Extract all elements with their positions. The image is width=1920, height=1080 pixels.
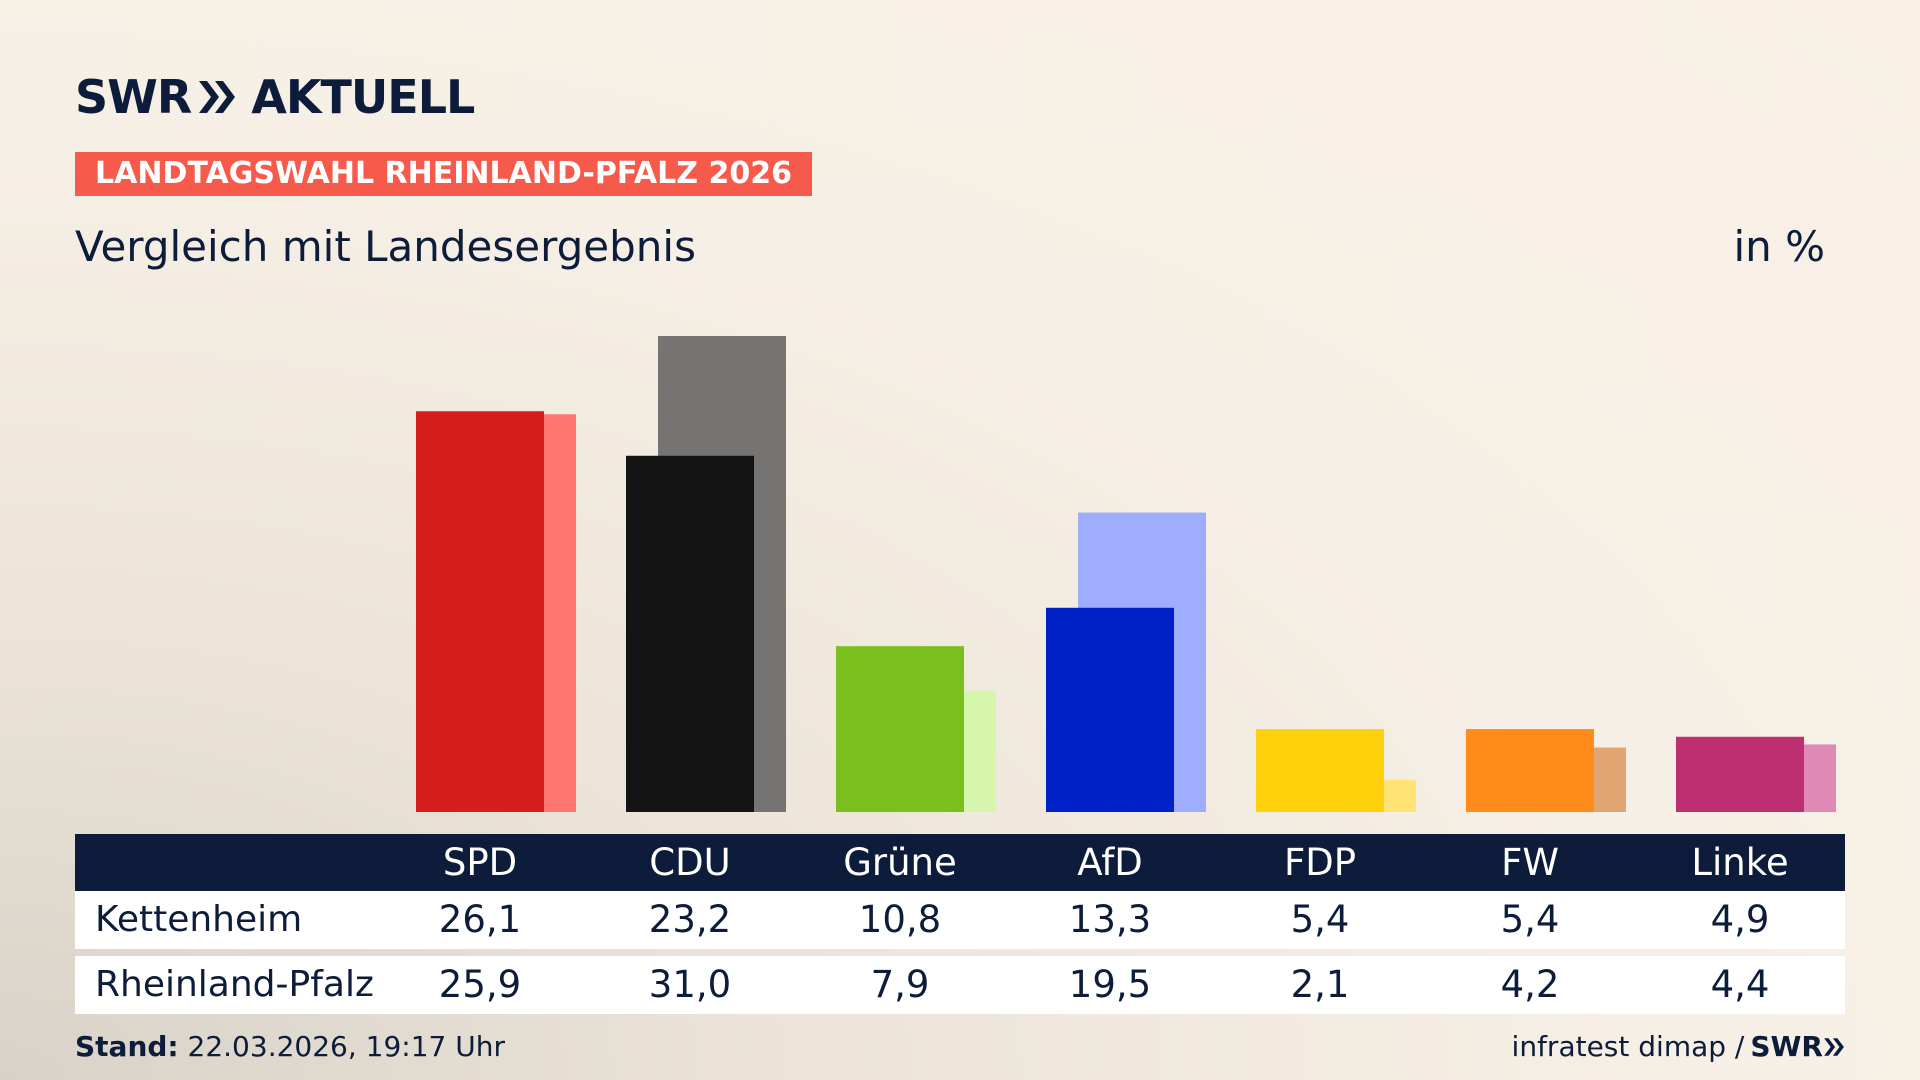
value-afd: 19,5 [1068, 963, 1152, 1006]
chart-subtitle: Vergleich mit Landesergebnis [75, 222, 696, 271]
double-chevron-icon [1824, 1037, 1844, 1056]
row-label: Rheinland-Pfalz [95, 964, 374, 1005]
value-fw: 5,4 [1500, 898, 1560, 941]
value-fdp: 5,4 [1290, 898, 1350, 941]
col-header-linke: Linke [1691, 841, 1789, 884]
bar-cdu-kettenheim [626, 455, 754, 812]
row-label: Kettenheim [95, 899, 303, 940]
unit-label: in % [1733, 222, 1825, 271]
value-gruene: 7,9 [870, 963, 930, 1006]
col-header-gruene: Grüne [843, 841, 957, 884]
source-text: infratest dimap / [1511, 1030, 1745, 1063]
value-gruene: 10,8 [858, 898, 942, 941]
swr-aktuell-logo: SWR AKTUELL [75, 70, 475, 124]
double-chevron-icon [199, 81, 236, 113]
logo-aktuell-text: AKTUELL [251, 70, 475, 124]
election-badge: LANDTAGSWAHL RHEINLAND-PFALZ 2026 [75, 152, 812, 196]
timestamp: Stand: 22.03.2026, 19:17 Uhr [75, 1030, 505, 1063]
value-afd: 13,3 [1068, 898, 1152, 941]
col-header-cdu: CDU [649, 841, 731, 884]
bar-fw-kettenheim [1466, 729, 1594, 812]
stand-value: 22.03.2026, 19:17 Uhr [187, 1030, 505, 1063]
source-credit: infratest dimap / SWR [1512, 1030, 1845, 1063]
col-header-fdp: FDP [1283, 841, 1357, 884]
footer-swr-text: SWR [1750, 1030, 1823, 1063]
bar-afd-kettenheim [1046, 607, 1174, 812]
bar-fdp-kettenheim [1256, 729, 1384, 812]
results-table: SPD CDU Grüne AfD FDP FW Linke Kettenheim 26,1… [75, 834, 1845, 1014]
value-spd: 26,1 [438, 898, 522, 941]
logo-swr-text: SWR [75, 70, 192, 124]
value-cdu: 23,2 [648, 898, 732, 941]
col-header-fw: FW [1501, 841, 1559, 884]
value-cdu: 31,0 [648, 963, 732, 1006]
value-spd: 25,9 [438, 963, 522, 1006]
value-fdp: 2,1 [1290, 963, 1350, 1006]
col-header-afd: AfD [1077, 841, 1143, 884]
table-row-kettenheim: Kettenheim 26,1 23,2 10,8 13,3 5,4 5,4 4,9 [75, 891, 1845, 949]
table-header: SPD CDU Grüne AfD FDP FW Linke [75, 834, 1845, 891]
value-fw: 4,2 [1500, 963, 1560, 1006]
value-linke: 4,4 [1710, 963, 1770, 1006]
bar-gruene-kettenheim [836, 646, 964, 812]
value-linke: 4,9 [1710, 898, 1770, 941]
col-header-spd: SPD [442, 841, 518, 884]
bar-spd-kettenheim [416, 411, 544, 812]
bar-chart [416, 336, 1836, 812]
stand-label: Stand: [75, 1030, 179, 1063]
table-row-rheinland-pfalz: Rheinland-Pfalz 25,9 31,0 7,9 19,5 2,1 4,2 4,4 [75, 956, 1845, 1014]
bar-linke-kettenheim [1676, 736, 1804, 812]
